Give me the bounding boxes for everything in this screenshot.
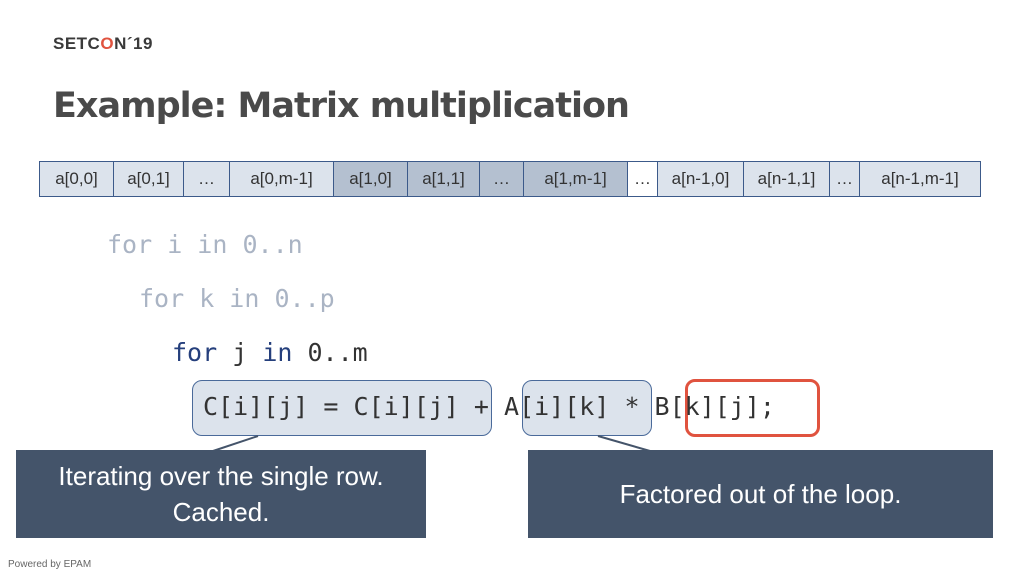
- expr-plus: +: [458, 392, 505, 421]
- memory-cell: …: [183, 161, 230, 197]
- memory-cell: a[0,0]: [39, 161, 114, 197]
- memory-cell: a[1,0]: [333, 161, 408, 197]
- logo-year: N´19: [114, 34, 153, 53]
- callout-right: Factored out of the loop.: [528, 450, 993, 538]
- logo-text: SETC: [53, 34, 101, 53]
- memory-cell: a[n-1,1]: [743, 161, 830, 197]
- code-line-statement: C[i][j] = C[i][j] + A[i][k] * B[k][j];: [203, 392, 775, 421]
- keyword-for: for: [172, 338, 218, 367]
- memory-cell: a[n-1,m-1]: [859, 161, 981, 197]
- code-line-for-k: for k in 0..p: [139, 284, 335, 313]
- expr-b: B[k][j]: [654, 392, 760, 421]
- highlight-a: [522, 380, 652, 436]
- pointer-left: [212, 435, 259, 452]
- memory-cell: …: [829, 161, 860, 197]
- expr-a: A[i][k]: [504, 392, 610, 421]
- footer: Powered by EPAM: [8, 559, 92, 570]
- highlight-b-red: [685, 379, 820, 437]
- loop-var: j: [217, 338, 263, 367]
- logo-o: O: [100, 34, 115, 53]
- code-line-for-i: for i in 0..n: [107, 230, 303, 259]
- expr-c: C[i][j] = C[i][j]: [203, 392, 459, 421]
- memory-cell: a[1,m-1]: [523, 161, 628, 197]
- code-line-for-j: for j in 0..m: [172, 338, 368, 367]
- pointer-right: [597, 435, 651, 452]
- callout-left: Iterating over the single row. Cached.: [16, 450, 426, 538]
- keyword-in: in: [262, 338, 293, 367]
- expr-times: *: [609, 392, 655, 421]
- loop-range: 0..m: [292, 338, 368, 367]
- memory-cell: a[n-1,0]: [657, 161, 744, 197]
- slide-title: Example: Matrix multiplication: [53, 86, 630, 126]
- memory-cell: …: [627, 161, 658, 197]
- expr-semicolon: ;: [759, 392, 775, 421]
- memory-cell: a[1,1]: [407, 161, 480, 197]
- setcon-logo: SETCON´19: [53, 34, 153, 54]
- memory-cell: …: [479, 161, 524, 197]
- memory-cell: a[0,m-1]: [229, 161, 334, 197]
- highlight-c: [192, 380, 492, 436]
